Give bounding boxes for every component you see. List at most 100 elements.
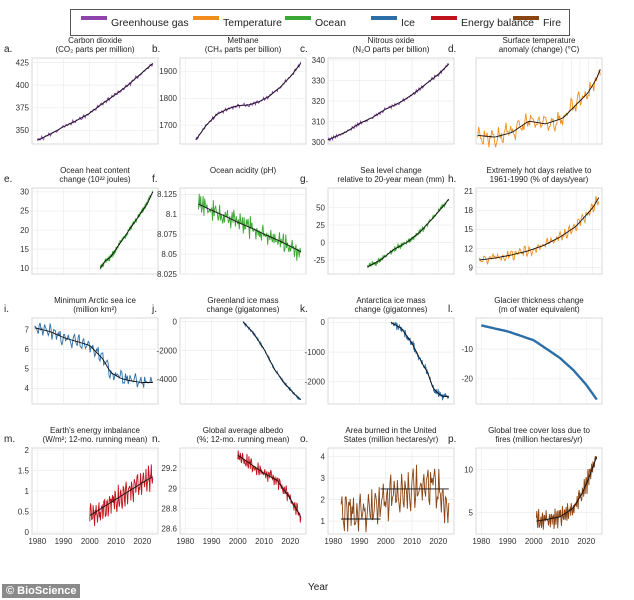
y-tick-label: 2 — [321, 495, 326, 504]
trend-line — [242, 321, 302, 401]
legend-swatch-5 — [513, 16, 539, 20]
legend-label-4: Energy balance — [461, 17, 534, 29]
panel-title: Carbon dioxide — [68, 36, 122, 45]
panel-l: l. Glacier thickness change(m of water eq… — [448, 296, 603, 405]
panel-title: relative to 20-year mean (mm) — [337, 175, 444, 184]
panel-title: Extremely hot days relative to — [487, 166, 592, 175]
y-tick-label: 28.6 — [161, 525, 177, 534]
y-tick-label: 1900 — [159, 67, 177, 76]
plot-area — [31, 57, 159, 145]
panel-title: Ocean acidity (pH) — [210, 166, 277, 175]
plot-area — [475, 57, 603, 145]
y-tick-label: 1 — [25, 487, 30, 496]
panel-title: Global tree cover loss due to — [488, 426, 590, 435]
x-tick-label: 2000 — [229, 537, 247, 546]
panel-label: f. — [152, 174, 158, 185]
y-tick-label: 9 — [469, 263, 474, 272]
y-tick-label: 8.125 — [157, 190, 178, 199]
y-tick-label: 1 — [321, 517, 326, 526]
legend-swatch-0 — [81, 16, 107, 20]
y-tick-label: 7 — [25, 326, 30, 335]
panel-title: Earth's energy imbalance — [50, 426, 141, 435]
series-line — [478, 195, 600, 265]
y-tick-label: 12 — [464, 244, 473, 253]
trend-line — [34, 327, 153, 383]
series-line — [340, 464, 450, 533]
panel-title: (%; 12-mo. running mean) — [197, 435, 290, 444]
plot-area — [179, 317, 307, 405]
y-tick-label: 25 — [20, 207, 29, 216]
panel-title: Greenland ice mass — [207, 296, 278, 305]
legend-swatch-2 — [285, 16, 311, 20]
panel-title: (N₂O parts per billion) — [353, 45, 430, 54]
series-line — [89, 464, 154, 527]
y-tick-label: 8.025 — [157, 270, 178, 279]
y-tick-label: 0 — [25, 528, 30, 537]
panel-title: Sea level change — [360, 166, 422, 175]
y-tick-label: 8.075 — [157, 230, 178, 239]
y-tick-label: -25 — [313, 256, 325, 265]
x-tick-label: 1980 — [28, 537, 46, 546]
panel-title: Minimum Arctic sea ice — [54, 296, 136, 305]
panel-title: change (gigatonnes) — [207, 305, 280, 314]
y-tick-label: 5 — [469, 508, 474, 517]
panel-label: i. — [4, 304, 9, 315]
legend-swatch-1 — [193, 16, 219, 20]
y-tick-label: 30 — [20, 188, 29, 197]
y-tick-label: 4 — [25, 384, 30, 393]
x-tick-label: 2010 — [551, 537, 569, 546]
y-tick-label: -1000 — [305, 348, 326, 357]
legend-swatch-4 — [431, 16, 457, 20]
y-tick-label: 1.5 — [18, 466, 30, 475]
panel-i: i. Minimum Arctic sea ice(million km²) 4 5 6… — [4, 296, 159, 405]
y-tick-label: -2000 — [157, 346, 178, 355]
panel-title: Global average albedo — [203, 426, 284, 435]
y-tick-label: 1800 — [159, 94, 177, 103]
trend-line — [536, 456, 598, 522]
y-tick-label: 5 — [25, 365, 30, 374]
x-tick-label: 1980 — [324, 537, 342, 546]
y-tick-label: 300 — [312, 138, 326, 147]
trend-line — [479, 197, 600, 261]
legend-swatch-3 — [371, 16, 397, 20]
panel-title: 1961-1990 (% of days/year) — [490, 175, 589, 184]
series-line — [481, 324, 598, 401]
trend-line — [37, 63, 154, 141]
y-tick-label: 310 — [312, 117, 326, 126]
plot-area — [327, 317, 455, 405]
panel-h: h. Extremely hot days relative to1961-199… — [448, 166, 603, 275]
panel-label: j. — [151, 304, 157, 315]
legend-label-2: Ocean — [315, 17, 346, 29]
panel-label: a. — [4, 44, 12, 55]
y-tick-label: 375 — [16, 104, 30, 113]
y-tick-label: 1700 — [159, 121, 177, 130]
panel-m: m. Earth's energy imbalance(W/m²; 12-mo. … — [4, 426, 159, 546]
trend-line — [341, 488, 449, 520]
legend: Greenhouse gas Temperature Ocean Ice Energy … — [70, 9, 570, 36]
x-tick-label: 2000 — [377, 537, 395, 546]
trend-line — [367, 198, 450, 268]
y-tick-label: 25 — [316, 221, 325, 230]
panel-title: Area burned in the United — [345, 426, 436, 435]
panel-title: Methane — [227, 36, 259, 45]
panel-c: c. Nitrous oxide(N₂O parts per billion) 30… — [300, 36, 455, 147]
trend-line — [327, 63, 450, 141]
trend-line — [390, 322, 449, 398]
y-tick-label: 18 — [464, 206, 473, 215]
y-tick-label: -2000 — [305, 378, 326, 387]
y-tick-label: -10 — [461, 345, 473, 354]
panel-b: b. Methane(CH₄ parts per billion) 1700 1800… — [152, 36, 307, 145]
x-tick-label: 2010 — [403, 537, 421, 546]
panel-f: f. Ocean acidity (pH) 8.025 8.05 8.075 8.1 8.1… — [152, 166, 307, 279]
y-tick-label: 29.2 — [161, 464, 177, 473]
trend-line — [89, 476, 154, 516]
y-tick-label: 0 — [321, 318, 326, 327]
x-tick-label: 2020 — [577, 537, 595, 546]
trend-line — [99, 191, 154, 269]
x-tick-label: 2010 — [255, 537, 273, 546]
trend-line — [477, 69, 601, 138]
trend-line — [195, 63, 302, 141]
x-tick-label: 2020 — [281, 537, 299, 546]
